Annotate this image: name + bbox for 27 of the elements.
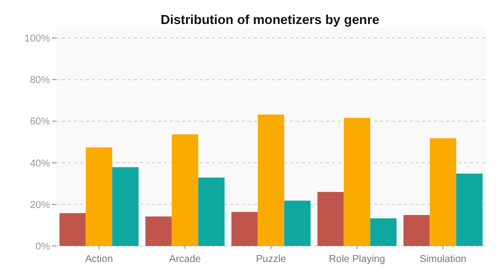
- bar: [456, 174, 483, 246]
- x-tick-label: Role Playing: [328, 254, 386, 265]
- x-tick-label: Puzzle: [256, 254, 286, 265]
- bar: [258, 114, 284, 246]
- bar: [317, 192, 344, 246]
- bar: [430, 138, 456, 246]
- x-tick-label: Action: [85, 254, 113, 265]
- bar: [112, 167, 139, 246]
- chart-title: Distribution of monetizers by genre: [160, 12, 380, 27]
- bar: [344, 118, 370, 246]
- bar: [284, 200, 311, 246]
- y-tick-label: 0%: [36, 242, 50, 252]
- y-tick-label: 60%: [30, 116, 50, 128]
- y-tick-label: 40%: [30, 158, 50, 170]
- bar: [231, 212, 258, 246]
- bar: [198, 178, 225, 246]
- y-tick-label: 100%: [24, 34, 50, 44]
- bar: [370, 218, 397, 246]
- x-tick-label: Arcade: [169, 254, 202, 265]
- y-tick-label: 20%: [30, 200, 50, 211]
- bar: [86, 147, 112, 246]
- bar: [172, 134, 198, 246]
- bar: [59, 213, 86, 246]
- x-tick-label: Simulation: [420, 254, 466, 265]
- bar: [145, 216, 172, 246]
- bar: [403, 215, 430, 246]
- y-tick-label: 80%: [30, 75, 50, 86]
